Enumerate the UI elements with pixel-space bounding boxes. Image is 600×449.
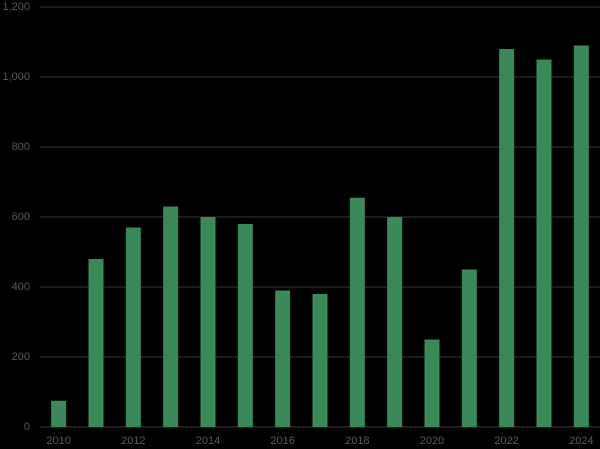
bar [461,269,477,427]
bar [424,339,440,427]
x-tick-label: 2012 [121,435,145,447]
y-tick-label: 600 [12,211,30,223]
y-tick-label: 200 [12,351,30,363]
x-tick-label: 2018 [345,435,369,447]
bar [275,290,291,427]
x-tick-label: 2020 [420,435,444,447]
bar [125,227,141,427]
bar [536,59,552,427]
bar [237,224,253,427]
y-tick-label: 400 [12,281,30,293]
x-tick-label: 2010 [46,435,70,447]
x-tick-label: 2022 [494,435,518,447]
y-tick-label: 0 [24,421,30,433]
bar [387,217,403,427]
bar [349,197,365,427]
bar [88,259,104,427]
bar [200,217,216,427]
y-tick-label: 1,000 [2,71,30,83]
bar [312,294,328,427]
bar [163,206,179,427]
x-tick-label: 2014 [196,435,220,447]
bar [573,45,589,427]
x-tick-label: 2024 [569,435,593,447]
bar [51,400,67,427]
y-tick-label: 800 [12,141,30,153]
x-tick-label: 2016 [270,435,294,447]
y-tick-label: 1,200 [2,1,30,13]
bar [499,49,515,427]
